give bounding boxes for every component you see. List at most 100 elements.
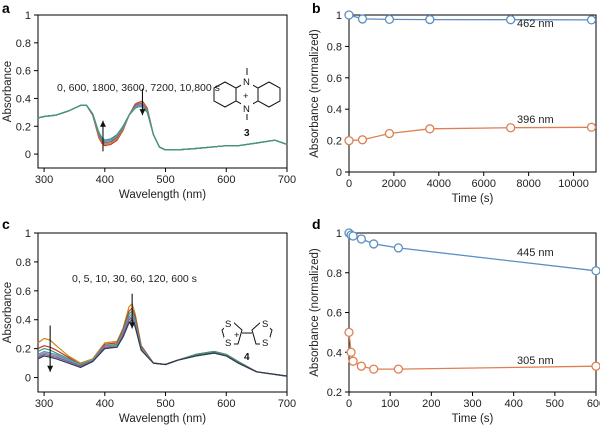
molecule-4-number: 4 (244, 352, 250, 363)
series-line-c-3 (37, 313, 288, 377)
data-point-b-0-0 (344, 10, 354, 20)
x-tick-label-d-1: 100 (381, 398, 399, 410)
x-tick-label-c-0: 300 (35, 398, 53, 410)
series-label-b-1: 396 nm (517, 114, 554, 126)
series-line-d-1 (348, 332, 597, 370)
panel-letter-c: c (2, 216, 10, 232)
series-line-a-5 (37, 104, 288, 151)
x-tick-label-b-3: 6000 (471, 178, 495, 190)
y-tick-label-c-4: 0.8 (16, 257, 31, 269)
molecule-4-s3: S (262, 319, 268, 330)
trend-arrow-head-c-1 (129, 322, 136, 329)
panel-letter-a: a (2, 0, 10, 16)
molecule-3-n-bottom-bg (241, 102, 253, 114)
x-tick-label-c-4: 700 (278, 398, 296, 410)
data-point-b-0-5 (586, 15, 597, 25)
y-tick-label-a-2: 0.4 (16, 93, 31, 105)
y-tick-label-a-0: 0 (25, 149, 31, 161)
x-tick-label-a-3: 600 (217, 174, 235, 186)
data-point-d-1-5 (393, 364, 404, 374)
data-point-d-1-6 (591, 361, 600, 371)
y-axis-label-a: Absorbance (2, 61, 14, 122)
panel-b-normalized-kinetics: 0 2000 4000 6000 8000 10000 0 0.2 0.4 0.6 0.8 1 Time… (309, 10, 597, 205)
series-line-c-2 (37, 310, 288, 377)
molecule-4-s4-bg (260, 337, 270, 348)
data-point-d-1-0 (344, 327, 354, 338)
molecule-3-left-ring (213, 81, 237, 108)
y-tick-label-a-1: 0.2 (16, 121, 31, 133)
molecule-4-s1: S (225, 319, 231, 330)
y-tick-label-b-3: 0.6 (327, 73, 342, 85)
data-point-b-0-2 (384, 14, 395, 25)
molecule-4-s3-bg (260, 318, 270, 329)
y-tick-label-b-4: 0.8 (327, 41, 342, 53)
x-tick-label-b-2: 4000 (427, 178, 451, 190)
series-line-d-0 (348, 232, 597, 272)
molecule-3-n-top-bg (241, 75, 253, 87)
plot-frame-b (348, 14, 597, 173)
y-tick-label-b-1: 0.2 (327, 136, 342, 148)
y-tick-label-d-4: 1 (336, 228, 342, 240)
x-tick-label-a-2: 500 (156, 174, 174, 186)
data-point-b-1-3 (425, 124, 435, 134)
data-point-d-1-3 (356, 361, 367, 371)
y-tick-label-a-4: 0.8 (16, 38, 31, 50)
molecule-4-s2-bg (224, 337, 234, 348)
molecule-3-structure: N N + 3 (213, 68, 281, 139)
x-tick-label-d-4: 400 (504, 398, 522, 410)
data-point-b-1-0 (344, 135, 354, 146)
panel-d-normalized-kinetics: 0 100 200 300 400 500 600 0.2 0.4 0.6 0.8 1 Time (s)… (309, 228, 600, 425)
y-tick-label-c-1: 0.2 (16, 344, 31, 356)
x-tick-label-d-3: 300 (463, 398, 481, 410)
x-tick-label-a-0: 300 (35, 174, 53, 186)
data-point-d-1-1 (346, 347, 356, 357)
panel-a-absorbance-spectra: 300 400 500 600 700 0 0.2 0.4 0.6 0.8 1 Wavelength … (2, 10, 296, 201)
data-point-b-1-1 (357, 135, 368, 145)
data-point-d-1-2 (348, 356, 358, 366)
data-point-d-0-6 (591, 266, 600, 276)
y-tick-label-c-5: 1 (25, 228, 31, 240)
data-point-b-0-3 (425, 14, 435, 25)
y-tick-label-c-3: 0.6 (16, 286, 31, 298)
panel-letter-b: b (312, 0, 321, 16)
molecule-3-number: 3 (244, 128, 250, 139)
molecule-4-charge: + (234, 330, 240, 341)
x-tick-label-c-2: 500 (156, 398, 174, 410)
y-tick-label-b-0: 0 (336, 167, 342, 179)
y-axis-label-d: Absorbance (normalized) (309, 248, 321, 377)
molecule-4-s2: S (225, 338, 231, 349)
x-tick-label-d-2: 200 (422, 398, 440, 410)
x-tick-label-c-1: 400 (96, 398, 114, 410)
x-tick-label-d-0: 0 (346, 398, 352, 410)
molecule-3-n-top: N (243, 77, 250, 88)
molecule-4-s4: S (262, 338, 268, 349)
series-label-b-0: 462 nm (517, 18, 554, 30)
x-tick-label-a-4: 700 (278, 174, 296, 186)
y-tick-label-d-1: 0.4 (327, 347, 342, 359)
x-axis-label-c: Wavelength (nm) (119, 413, 206, 425)
x-tick-label-c-3: 600 (217, 398, 235, 410)
x-tick-label-d-5: 500 (546, 398, 564, 410)
x-tick-label-b-4: 8000 (516, 178, 540, 190)
y-tick-label-c-2: 0.4 (16, 315, 31, 327)
data-point-b-1-5 (586, 122, 597, 132)
series-label-d-1: 305 nm (517, 355, 554, 367)
molecule-3-charge: + (243, 91, 249, 102)
x-tick-label-a-1: 400 (96, 174, 114, 186)
molecule-3-right-ring (257, 81, 281, 108)
y-tick-label-b-5: 1 (336, 10, 342, 22)
data-point-b-0-1 (357, 14, 368, 24)
y-axis-label-c: Absorbance (2, 282, 14, 343)
x-axis-label-a: Wavelength (nm) (119, 189, 206, 201)
x-axis-label-b: Time (s) (452, 193, 494, 205)
y-tick-label-a-5: 1 (25, 10, 31, 22)
trend-arrow-head-a-0 (99, 120, 106, 127)
y-tick-label-d-0: 0.2 (327, 387, 342, 399)
y-tick-label-b-2: 0.4 (327, 104, 342, 116)
x-tick-label-b-1: 2000 (382, 178, 406, 190)
molecule-4-structure: S S S S + 4 (221, 318, 273, 363)
trend-arrow-head-c-0 (47, 365, 54, 372)
panel-letter-d: d (312, 216, 321, 232)
x-tick-label-b-5: 10000 (558, 178, 589, 190)
